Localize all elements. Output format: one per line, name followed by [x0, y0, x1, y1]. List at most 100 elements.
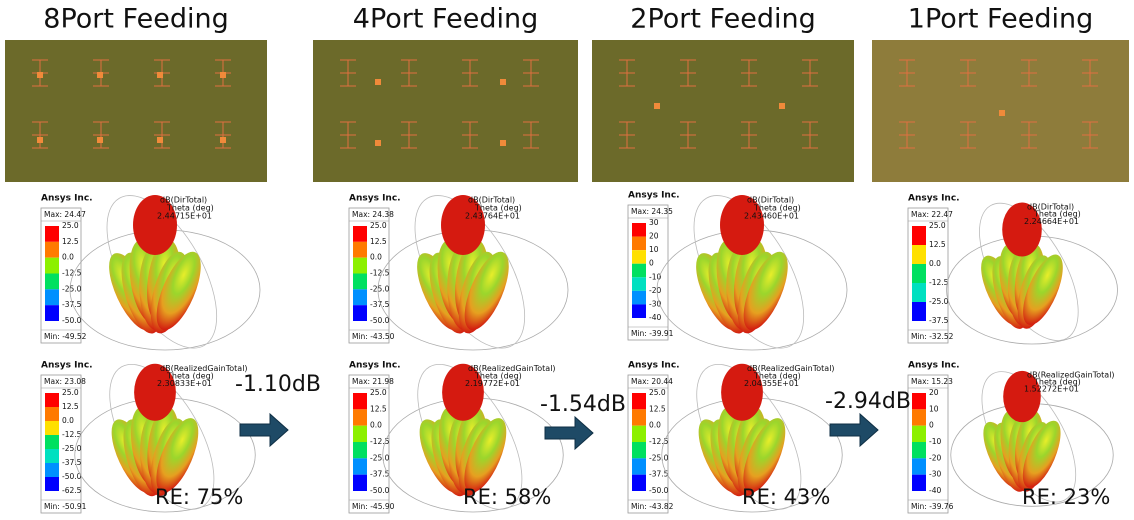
- panel-title: 1Port Feeding: [908, 4, 1093, 35]
- colorbar-segment: [912, 302, 926, 321]
- legend-tick: 12.5: [62, 237, 79, 246]
- feed-port: [97, 72, 103, 78]
- feed-port: [999, 110, 1005, 116]
- colorbar-segment: [912, 409, 926, 425]
- legend-tick: -62.5: [62, 486, 82, 495]
- colorbar-segment: [353, 226, 367, 242]
- legend-tick: -50.0: [62, 472, 82, 481]
- legend-tick: 25.0: [929, 221, 946, 230]
- loss-label: -2.94dB: [825, 389, 911, 414]
- plot-readout: 2.04355E+01: [744, 379, 799, 388]
- legend-tick: 25.0: [62, 388, 79, 397]
- colorbar-segment: [45, 258, 59, 274]
- brand: Ansys Inc.: [41, 194, 93, 204]
- colorbar-segment: [632, 264, 646, 278]
- re-label: RE: 43%: [742, 485, 830, 509]
- colorbar-segment: [353, 393, 367, 409]
- legend-tick: 12.5: [370, 404, 387, 413]
- colorbar-segment: [353, 442, 367, 458]
- legend-max: Max: 24.38: [352, 210, 394, 219]
- legend-tick: 0.0: [649, 421, 661, 430]
- legend-tick: 12.5: [62, 402, 79, 411]
- re-label: RE: 58%: [463, 485, 551, 509]
- colorbar-segment: [45, 407, 59, 421]
- legend-tick: -12.5: [929, 278, 949, 287]
- legend-tick: -37.5: [62, 458, 82, 467]
- colorbar-segment: [632, 277, 646, 291]
- antenna-board: [313, 40, 578, 182]
- legend-tick: -50.0: [649, 486, 669, 495]
- antenna-board: [592, 40, 854, 182]
- feed-port: [375, 140, 381, 146]
- brand: Ansys Inc.: [349, 361, 401, 371]
- legend-max: Max: 20.44: [631, 377, 673, 386]
- colorbar-segment: [45, 226, 59, 242]
- panel-title: 4Port Feeding: [353, 4, 538, 35]
- legend-tick: 12.5: [649, 404, 666, 413]
- colorbar-segment: [912, 393, 926, 409]
- colorbar-segment: [353, 274, 367, 290]
- figure: 8Port FeedingAnsys Inc.Max: 24.4725.012.…: [0, 0, 1134, 520]
- colorbar-segment: [912, 226, 926, 245]
- feed-port: [97, 137, 103, 143]
- legend-tick: 12.5: [370, 237, 387, 246]
- feed-port: [654, 103, 660, 109]
- legend-tick: -25.0: [929, 297, 949, 306]
- colorbar-segment: [45, 289, 59, 305]
- plot-readout: 2.43460E+01: [744, 212, 799, 221]
- arrow: [830, 414, 878, 446]
- plot-readout: 2.44715E+01: [157, 212, 212, 221]
- legend-tick: 25.0: [370, 388, 387, 397]
- colorbar-segment: [912, 426, 926, 442]
- colorbar-segment: [912, 442, 926, 458]
- feed-port: [375, 79, 381, 85]
- colorbar-segment: [45, 393, 59, 407]
- feed-port: [220, 72, 226, 78]
- colorbar-segment: [912, 264, 926, 283]
- colorbar-segment: [45, 305, 59, 321]
- colorbar-segment: [353, 426, 367, 442]
- legend-min: Min: -43.82: [631, 502, 674, 511]
- colorbar-segment: [632, 426, 646, 442]
- feed-port: [37, 137, 43, 143]
- colorbar-segment: [353, 475, 367, 491]
- re-label: RE: 23%: [1022, 485, 1110, 509]
- loss-label: -1.54dB: [540, 392, 626, 417]
- legend-tick: -20: [649, 286, 661, 295]
- colorbar-segment: [912, 283, 926, 302]
- legend-tick: 25.0: [370, 221, 387, 230]
- loss-label: -1.10dB: [235, 372, 321, 397]
- legend-tick: 20: [649, 232, 659, 241]
- colorbar-segment: [912, 475, 926, 491]
- legend-min: Min: -32.52: [911, 332, 954, 341]
- legend-min: Min: -50.91: [44, 502, 87, 511]
- legend-max: Max: 24.47: [44, 210, 86, 219]
- legend-max: Max: 15.23: [911, 377, 953, 386]
- legend-tick: 0: [929, 421, 934, 430]
- colorbar-segment: [353, 409, 367, 425]
- legend-max: Max: 23.08: [44, 377, 86, 386]
- legend-tick: -50.0: [370, 316, 390, 325]
- legend-tick: -40: [649, 313, 661, 322]
- legend-tick: 25.0: [62, 221, 79, 230]
- colorbar-segment: [45, 449, 59, 463]
- legend-min: Min: -39.76: [911, 502, 954, 511]
- colorbar-segment: [353, 258, 367, 274]
- colorbar-segment: [353, 305, 367, 321]
- legend-tick: -20: [929, 453, 941, 462]
- brand: Ansys Inc.: [908, 194, 960, 204]
- brand: Ansys Inc.: [349, 194, 401, 204]
- legend-tick: -25.0: [62, 284, 82, 293]
- legend-tick: 0.0: [62, 253, 74, 262]
- colorbar-segment: [632, 223, 646, 237]
- legend-tick: -12.5: [62, 269, 82, 278]
- colorbar-segment: [353, 289, 367, 305]
- legend-tick: 10: [929, 404, 939, 413]
- colorbar-segment: [632, 475, 646, 491]
- legend-tick: 10: [649, 245, 659, 254]
- legend-max: Max: 21.98: [352, 377, 394, 386]
- colorbar-segment: [632, 442, 646, 458]
- plot-readout: 2.30833E+01: [157, 379, 212, 388]
- legend-tick: 25.0: [649, 388, 666, 397]
- colorbar-segment: [632, 291, 646, 305]
